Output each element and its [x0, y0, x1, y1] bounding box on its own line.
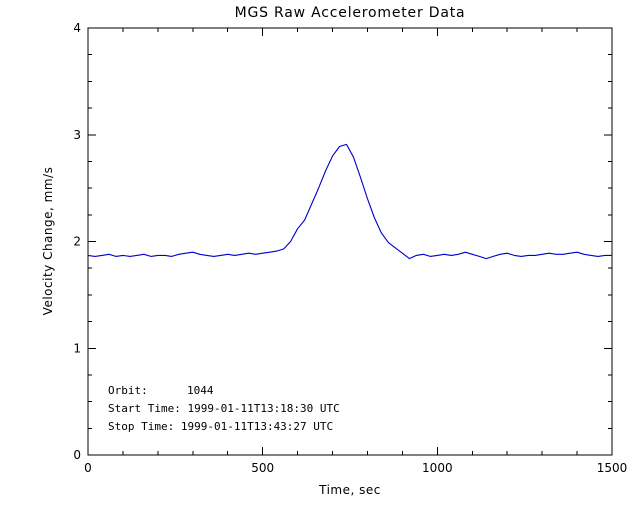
- y-axis-label: Velocity Change, mm/s: [41, 167, 55, 316]
- x-tick-label: 1500: [597, 461, 628, 475]
- y-tick-label: 0: [73, 448, 81, 462]
- y-tick-label: 3: [73, 128, 81, 142]
- y-tick-label: 1: [73, 341, 81, 355]
- plot-frame: [87, 27, 613, 456]
- annotation-orbit-value: 1044: [187, 384, 214, 397]
- y-tick-label: 4: [73, 21, 81, 35]
- x-axis-label: Time, sec: [318, 483, 381, 497]
- annotation-stop-time: Stop Time: 1999-01-11T13:43:27 UTC: [108, 420, 333, 433]
- annotation-orbit-label: Orbit:: [108, 384, 148, 397]
- annotation-start-time: Start Time: 1999-01-11T13:18:30 UTC: [108, 402, 340, 415]
- x-tick-label: 500: [251, 461, 274, 475]
- chart-title: MGS Raw Accelerometer Data: [235, 5, 466, 21]
- data-line-velocity-change: [87, 143, 613, 260]
- x-tick-label: 0: [84, 461, 92, 475]
- x-tick-label: 1000: [422, 461, 453, 475]
- y-tick-label: 2: [73, 235, 81, 249]
